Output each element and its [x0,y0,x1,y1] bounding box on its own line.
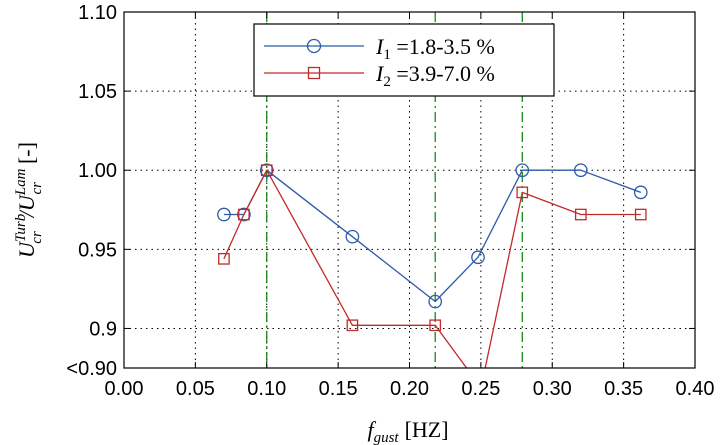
legend-label-series-2-text: =3.9-7.0 % [391,61,495,86]
series-2-line [484,191,641,369]
series-2-point [516,186,529,199]
y-axis-title-u2: U [14,193,39,211]
series-2-point [346,319,359,332]
x-tick-label: 0.00 [105,378,144,400]
legend-box [253,23,555,97]
y-tick-label: <0.90 [66,358,117,380]
series-2-point [260,164,273,177]
legend-label-series-2: I2 =3.9-7.0 % [375,61,495,90]
series-2-point [429,319,442,332]
y-axis-title-sup2: Lam [13,168,29,196]
legend-label-series-1-text: =1.8-3.5 % [391,34,495,59]
x-tick-label: 0.30 [533,378,572,400]
legend-label-series-1: I1 =1.8-3.5 % [375,34,495,63]
y-axis-title-u1: U [14,240,39,258]
y-axis-title-sup1: Turb [13,213,29,242]
series-1-point [573,163,588,178]
series-2-line [223,169,468,369]
x-tick-label: 0.15 [319,378,358,400]
series-1-point [428,294,443,309]
legend-label-series-2-sub: 2 [383,74,391,90]
legend-marker-series-2 [307,66,321,80]
series-1-point [471,250,485,265]
x-axis-title: fgust [HZ] [367,417,448,445]
legend-label-series-1-sym: I [375,34,385,59]
series-2-point [634,208,647,221]
y-tick-label: 1.10 [78,2,117,24]
series-1-point [633,185,648,200]
y-tick-label: 1.00 [78,160,117,182]
series-1-point [515,163,530,178]
series-2-point [218,252,230,265]
y-axis-title: UTurbcr/ULamcr[-] [13,142,45,258]
y-tick-label: 0.9 [89,318,117,340]
series-1-point [237,207,251,222]
series-1-line [243,169,642,303]
y-axis-title-sub1: cr [29,231,45,244]
legend-label-series-1-sub: 1 [383,47,391,63]
x-tick-label: 0.40 [676,378,715,400]
y-axis-title-unit: [-] [14,142,39,164]
series-2-point [574,208,587,221]
series-2-point [238,208,250,221]
x-axis-title-unit: [HZ] [405,417,449,442]
series-1-point [259,163,274,178]
x-tick-label: 0.25 [461,378,500,400]
x-tick-label: 0.35 [604,378,643,400]
legend-marker-series-1 [306,38,322,54]
y-axis-title-sub2: cr [29,182,45,195]
legend: I1 =1.8-3.5 % I2 =3.9-7.0 % [253,23,555,97]
series-1-point [217,207,231,222]
series-1 [217,163,648,309]
x-tick-label: 0.20 [390,378,429,400]
data-series [217,163,648,369]
y-tick-label: 0.95 [78,239,117,261]
series-2 [218,164,647,369]
axis-ticks: 0.00 0.05 0.10 0.15 0.20 0.25 0.30 0.35 0.40 <0.9… [66,2,714,400]
y-tick-label: 1.05 [78,81,117,103]
x-tick-label: 0.05 [176,378,215,400]
y-axis-title-slash: / [14,209,39,219]
x-axis-title-main: f [367,417,376,442]
x-tick-label: 0.10 [247,378,286,400]
legend-label-series-2-sym: I [375,61,385,86]
series-1-point [345,229,360,244]
x-axis-title-sub: gust [374,430,400,445]
